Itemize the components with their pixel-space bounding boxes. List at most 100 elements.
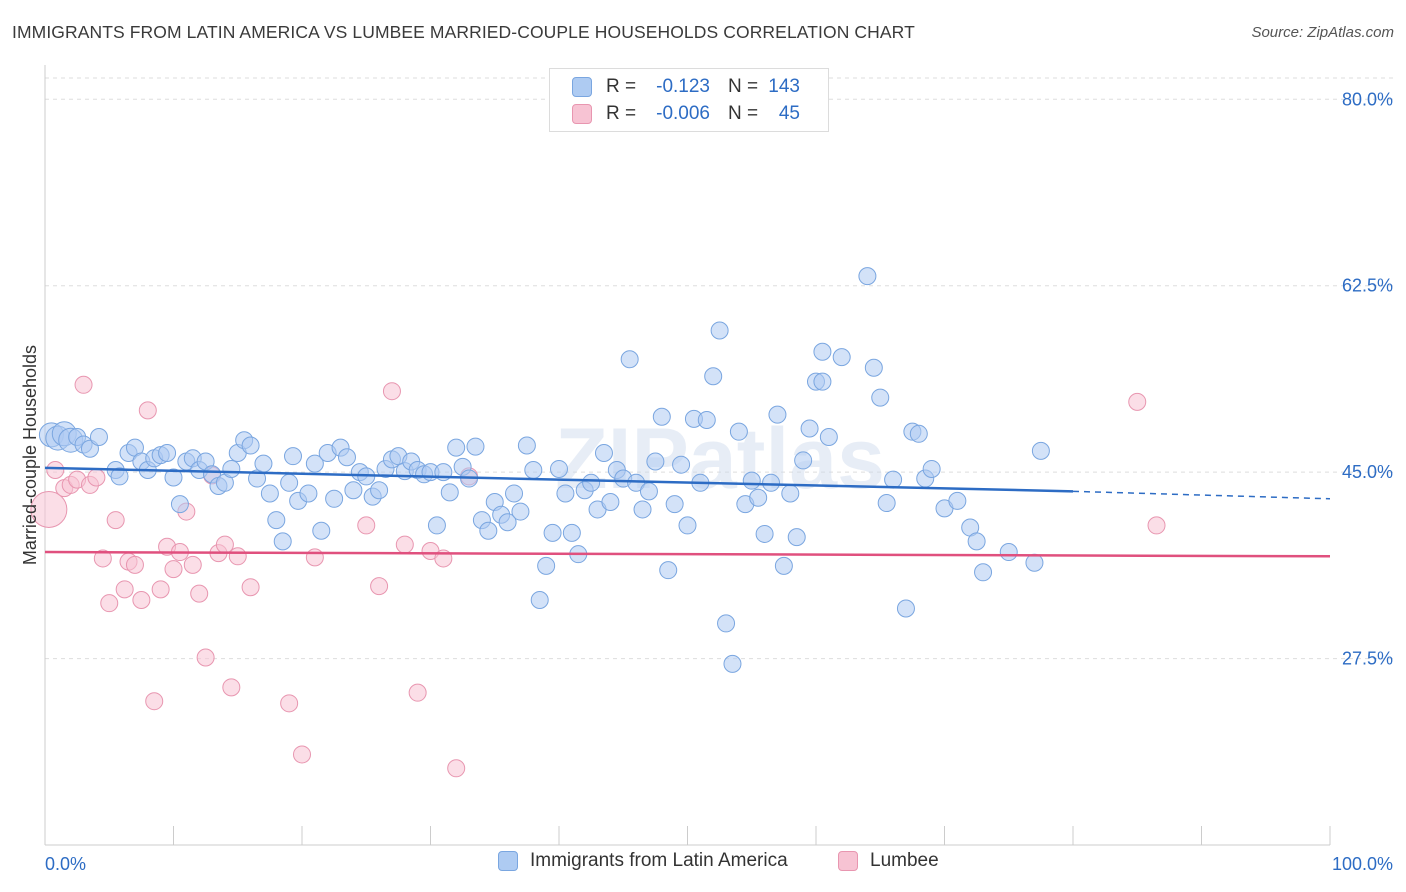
lumbee-point — [241, 578, 260, 597]
lumbee-point — [228, 547, 247, 566]
latin-america-point — [530, 590, 549, 609]
latin-america-point — [922, 459, 941, 478]
latin-america-point — [537, 556, 556, 575]
latin-america-point — [884, 470, 903, 489]
latin-america-point — [800, 419, 819, 438]
lumbee-point — [151, 580, 170, 599]
y-tick-label: 45.0% — [1342, 462, 1393, 482]
latin-america-point — [652, 407, 671, 426]
lumbee-point — [293, 745, 311, 764]
latin-america-point — [672, 455, 691, 474]
lumbee-point — [183, 555, 202, 574]
latin-america-point — [498, 513, 517, 532]
latin-america-point — [164, 468, 183, 487]
latin-america-point — [466, 437, 485, 456]
latin-america-point — [755, 524, 774, 543]
latin-america-point — [710, 321, 729, 340]
n-label: N = — [728, 103, 759, 124]
lumbee-point — [106, 511, 125, 530]
latin-america-point — [447, 438, 466, 457]
latin-america-point — [260, 484, 279, 503]
latin-america-point — [1025, 553, 1044, 572]
latin-america-point — [110, 467, 129, 486]
lumbee-point — [164, 560, 183, 579]
lumbee-point — [1128, 392, 1147, 411]
latin-america-point — [312, 521, 331, 540]
latin-america-point — [665, 495, 684, 514]
latin-america-point — [524, 461, 543, 480]
legend-swatch-pink — [572, 104, 592, 124]
x-tick-label: 100.0% — [1332, 854, 1393, 874]
r-value: -0.006 — [656, 103, 710, 124]
latin-america-point — [370, 481, 389, 500]
latin-america-point — [787, 528, 806, 547]
latin-america-point — [299, 484, 318, 503]
lumbee-point — [138, 401, 157, 420]
stats-legend: R = -0.123 N = 143 R = -0.006 N = 45 — [549, 68, 829, 132]
latin-america-point — [967, 532, 986, 551]
latin-america-point — [909, 424, 928, 443]
latin-america-point — [620, 350, 639, 369]
latin-america-point — [479, 521, 498, 540]
latin-america-point — [241, 436, 260, 455]
lumbee-point — [280, 694, 299, 713]
latin-america-point — [813, 372, 832, 391]
legend-swatch-pink — [838, 851, 858, 871]
latin-america-point — [781, 484, 800, 503]
latin-america-point — [697, 410, 716, 429]
latin-america-trend-line — [44, 466, 1074, 493]
legend-swatch-blue — [498, 851, 518, 871]
latin-america-point — [646, 452, 665, 471]
y-tick-label: 80.0% — [1342, 89, 1393, 109]
lumbee-point — [115, 580, 134, 599]
trend-lines — [44, 466, 1331, 558]
latin-america-point — [639, 482, 658, 501]
lumbee-point — [74, 375, 93, 394]
lumbee-point — [395, 535, 414, 554]
n-value: 45 — [778, 103, 800, 124]
latin-america-point — [858, 267, 877, 286]
latin-america-point — [742, 471, 761, 490]
latin-america-point — [896, 599, 915, 618]
r-value: -0.123 — [656, 76, 710, 97]
lumbee-point — [408, 683, 427, 702]
latin-america-point — [582, 473, 601, 492]
lumbee-point — [382, 382, 401, 401]
n-value: 143 — [768, 76, 800, 97]
latin-america-point — [704, 367, 723, 386]
stats-row-latin-america: R = -0.123 N = 143 — [572, 74, 800, 100]
latin-america-point — [832, 348, 851, 367]
latin-america-point — [594, 443, 613, 462]
lumbee-point — [132, 590, 151, 609]
tick-labels: 27.5% 45.0% 62.5% 80.0% 0.0% 100.0% — [45, 89, 1393, 874]
r-label: R = — [606, 76, 637, 97]
lumbee-point — [447, 759, 466, 778]
latin-america-point — [749, 488, 768, 507]
lumbee-point — [190, 584, 209, 603]
legend-item-latin-america: Immigrants from Latin America — [498, 850, 788, 872]
legend-label: Immigrants from Latin America — [530, 850, 788, 871]
latin-america-point — [562, 523, 581, 542]
lumbee-point — [145, 692, 164, 711]
r-label: R = — [606, 103, 637, 124]
latin-america-point — [762, 473, 781, 492]
latin-america-point — [284, 447, 303, 466]
latin-america-point — [813, 342, 832, 361]
latin-america-point — [871, 388, 890, 407]
latin-america-point — [633, 500, 652, 519]
latin-america-point — [305, 454, 324, 473]
latin-america-point — [222, 459, 241, 478]
latin-america-point — [723, 654, 742, 673]
latin-america-point — [543, 523, 562, 542]
lumbee-trend-line — [44, 550, 1331, 558]
chart-source: Source: ZipAtlas.com — [1251, 24, 1394, 41]
latin-america-point — [948, 491, 967, 510]
latin-america-point — [280, 473, 299, 492]
latin-america-point — [864, 358, 883, 377]
lumbee-point — [46, 461, 65, 480]
lumbee-point — [1147, 516, 1166, 535]
latin-america-point — [517, 436, 536, 455]
legend-swatch-blue — [572, 77, 592, 97]
lumbee-point — [125, 555, 144, 574]
latin-america-point — [337, 448, 356, 467]
